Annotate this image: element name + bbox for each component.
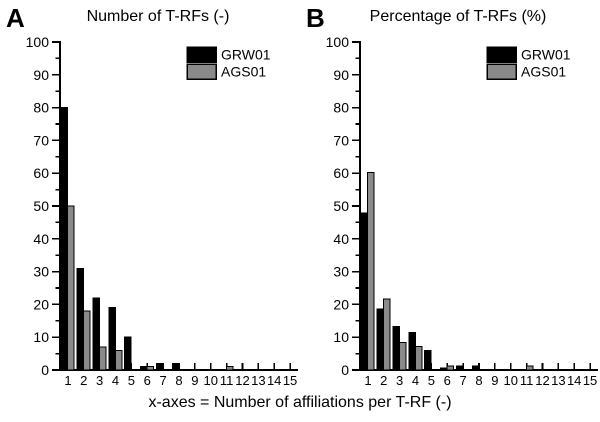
panel-letter: A (6, 3, 25, 33)
y-tick-label: 30 (333, 264, 349, 280)
panel-a-chart: A Number of T-RFs (-) 0 10 20 30 40 50 60 70 80 90 1… (6, 3, 298, 388)
bar-grw01-x1 (360, 212, 369, 371)
x-tick-label: 2 (80, 373, 87, 388)
x-tick-label: 8 (475, 373, 482, 388)
x-tick-label: 4 (112, 373, 119, 388)
bar-ags01-x11 (525, 365, 534, 371)
chart-title: Percentage of T-RFs (%) (370, 8, 547, 25)
y-tick-label: 100 (26, 34, 50, 50)
x-tick-label: 1 (64, 373, 71, 388)
y-tick-label: 90 (33, 67, 49, 83)
y-tick-label: 40 (333, 231, 349, 247)
x-tick-label: 10 (203, 373, 217, 388)
y-tick-label: 20 (333, 296, 349, 312)
y-tick-label: 20 (33, 296, 49, 312)
x-tick-label: 15 (283, 373, 297, 388)
y-tick-label: 50 (333, 198, 349, 214)
x-tick-label: 4 (412, 373, 419, 388)
x-tick-label: 3 (396, 373, 403, 388)
legend-swatch-grw01 (486, 46, 517, 63)
x-tick-label: 11 (520, 373, 534, 388)
legend-swatch-ags01 (486, 63, 517, 80)
bar-grw01-x6 (140, 366, 148, 371)
x-tick-label: 9 (191, 373, 198, 388)
x-tick-label: 6 (444, 373, 451, 388)
x-tick-label: 14 (267, 373, 281, 388)
bar-grw01-x2 (76, 267, 85, 371)
x-tick-label: 8 (175, 373, 182, 388)
legend-swatch-ags01 (186, 63, 217, 80)
bar-ags01-x4 (114, 349, 123, 371)
y-tick-label: 90 (333, 67, 349, 83)
y-tick-label: 80 (33, 100, 49, 116)
panel-letter: B (306, 3, 325, 33)
x-tick-label: 15 (583, 373, 597, 388)
bar-ags01-x3 (398, 341, 407, 371)
x-tick-label: 12 (535, 373, 549, 388)
x-axes-caption: x-axes = Number of affiliations per T-RF… (148, 394, 452, 411)
y-tick-label: 70 (33, 132, 49, 148)
bar-ags01-x2 (83, 310, 91, 371)
x-tick-label: 3 (96, 373, 103, 388)
x-tick-label: 2 (380, 373, 387, 388)
x-tick-label: 7 (460, 373, 467, 388)
x-tick-label: 6 (144, 373, 151, 388)
bar-grw01-x5 (124, 336, 132, 371)
x-tick-label: 13 (251, 373, 265, 388)
bar-grw01-x4 (108, 307, 116, 371)
y-tick-label: 10 (333, 329, 349, 345)
bar-grw01-x7 (455, 365, 464, 371)
y-tick-label: 40 (33, 231, 49, 247)
bar-ags01-x11 (225, 366, 234, 371)
y-tick-label: 100 (326, 34, 350, 50)
y-tick-label: 70 (333, 132, 349, 148)
bar-grw01-x8 (171, 362, 180, 371)
legend-label-ags01: AGS01 (521, 64, 566, 80)
bar-ags01-x1 (67, 205, 75, 371)
legend-label-ags01: AGS01 (221, 64, 266, 80)
x-tick-label: 9 (491, 373, 498, 388)
bar-grw01-x3 (92, 297, 100, 371)
x-tick-label: 5 (128, 373, 135, 388)
y-tick-label: 0 (341, 362, 349, 378)
x-tick-label: 14 (567, 373, 581, 388)
bar-grw01-x2 (376, 308, 385, 371)
bar-ags01-x3 (98, 346, 107, 371)
bar-grw01-x8 (471, 365, 480, 371)
bar-grw01-x5 (424, 349, 432, 371)
chart-title: Number of T-RFs (-) (87, 8, 230, 25)
panel-a: A Number of T-RFs (-) 0 10 20 30 40 50 60 70 80 90 1… (0, 0, 300, 392)
bar-ags01-x4 (414, 345, 423, 371)
y-tick-label: 0 (41, 362, 49, 378)
x-tick-label: 10 (503, 373, 517, 388)
y-tick-label: 80 (333, 100, 349, 116)
x-tick-label: 11 (220, 373, 234, 388)
bar-grw01-x6 (440, 367, 448, 371)
x-tick-label: 1 (364, 373, 371, 388)
y-tick-label: 30 (33, 264, 49, 280)
bar-ags01-x6 (446, 365, 455, 371)
bar-grw01-x3 (392, 326, 400, 371)
legend-label-grw01: GRW01 (521, 47, 571, 63)
x-tick-label: 13 (551, 373, 565, 388)
bar-ags01-x1 (367, 172, 375, 371)
legend-label-grw01: GRW01 (221, 47, 271, 63)
bar-grw01-x1 (60, 107, 69, 371)
bar-ags01-x6 (146, 366, 155, 371)
bar-ags01-x2 (383, 298, 391, 371)
y-tick-label: 60 (333, 165, 349, 181)
panel-b: B Percentage of T-RFs (%) 0 10 20 30 40 50 60 70 8… (300, 0, 600, 392)
x-tick-label: 5 (428, 373, 435, 388)
panel-b-chart: B Percentage of T-RFs (%) 0 10 20 30 40 50 60 70 8… (306, 3, 598, 388)
y-tick-label: 60 (33, 165, 49, 181)
x-tick-label: 7 (160, 373, 167, 388)
bar-grw01-x7 (155, 362, 164, 371)
x-tick-label: 12 (235, 373, 249, 388)
y-tick-label: 10 (33, 329, 49, 345)
bar-grw01-x4 (408, 332, 416, 371)
legend-swatch-grw01 (186, 46, 217, 63)
y-tick-label: 50 (33, 198, 49, 214)
